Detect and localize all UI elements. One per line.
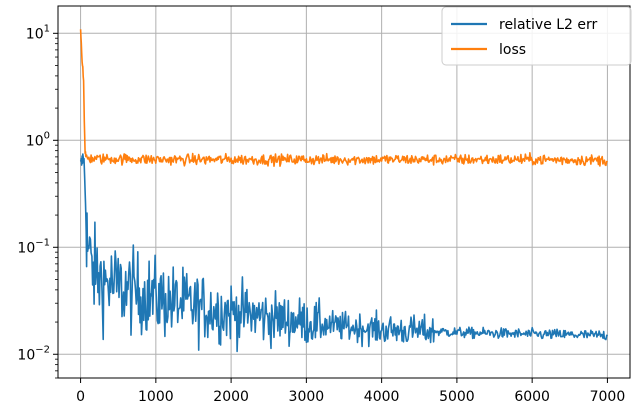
- x-tick-label: 4000: [364, 389, 400, 405]
- y-tick-base: 10: [26, 26, 44, 42]
- x-tick-label: 5000: [439, 389, 475, 405]
- y-tick-exponent: 0: [44, 130, 50, 141]
- plot-frame: [57, 5, 631, 379]
- y-tick-exponent: 1: [44, 23, 50, 34]
- y-tick-base: 10: [26, 133, 44, 149]
- y-tick-base: 10: [17, 240, 35, 256]
- y-tick-base: 10: [17, 347, 35, 363]
- y-tick-label: 10−2: [17, 344, 50, 363]
- grid: [58, 6, 630, 378]
- x-tick-label: 2000: [213, 389, 249, 405]
- legend-label-relative-l2-err: relative L2 err: [499, 17, 598, 33]
- y-tick-exponent: −2: [35, 344, 50, 355]
- x-tick-label: 6000: [514, 389, 550, 405]
- axis-ticks: 0 1000 2000 3000 4000 5000 6000 700010−210−1100…: [17, 23, 625, 405]
- x-tick-label: 3000: [289, 389, 325, 405]
- series-line-relative-l2-err: [79, 153, 609, 353]
- y-tick-exponent: −1: [35, 237, 50, 248]
- legend-box: [441, 6, 632, 66]
- y-tick-label: 100: [26, 130, 50, 149]
- y-tick-label: 101: [26, 23, 50, 42]
- legend: relative L2 err loss: [441, 6, 632, 66]
- series-line-loss: [79, 29, 608, 167]
- legend-label-loss: loss: [499, 42, 526, 58]
- x-tick-label: 1000: [138, 389, 174, 405]
- x-tick-label: 0: [76, 389, 85, 405]
- y-tick-label: 10−1: [17, 237, 50, 256]
- series-lines: [79, 29, 609, 353]
- x-tick-label: 7000: [590, 389, 626, 405]
